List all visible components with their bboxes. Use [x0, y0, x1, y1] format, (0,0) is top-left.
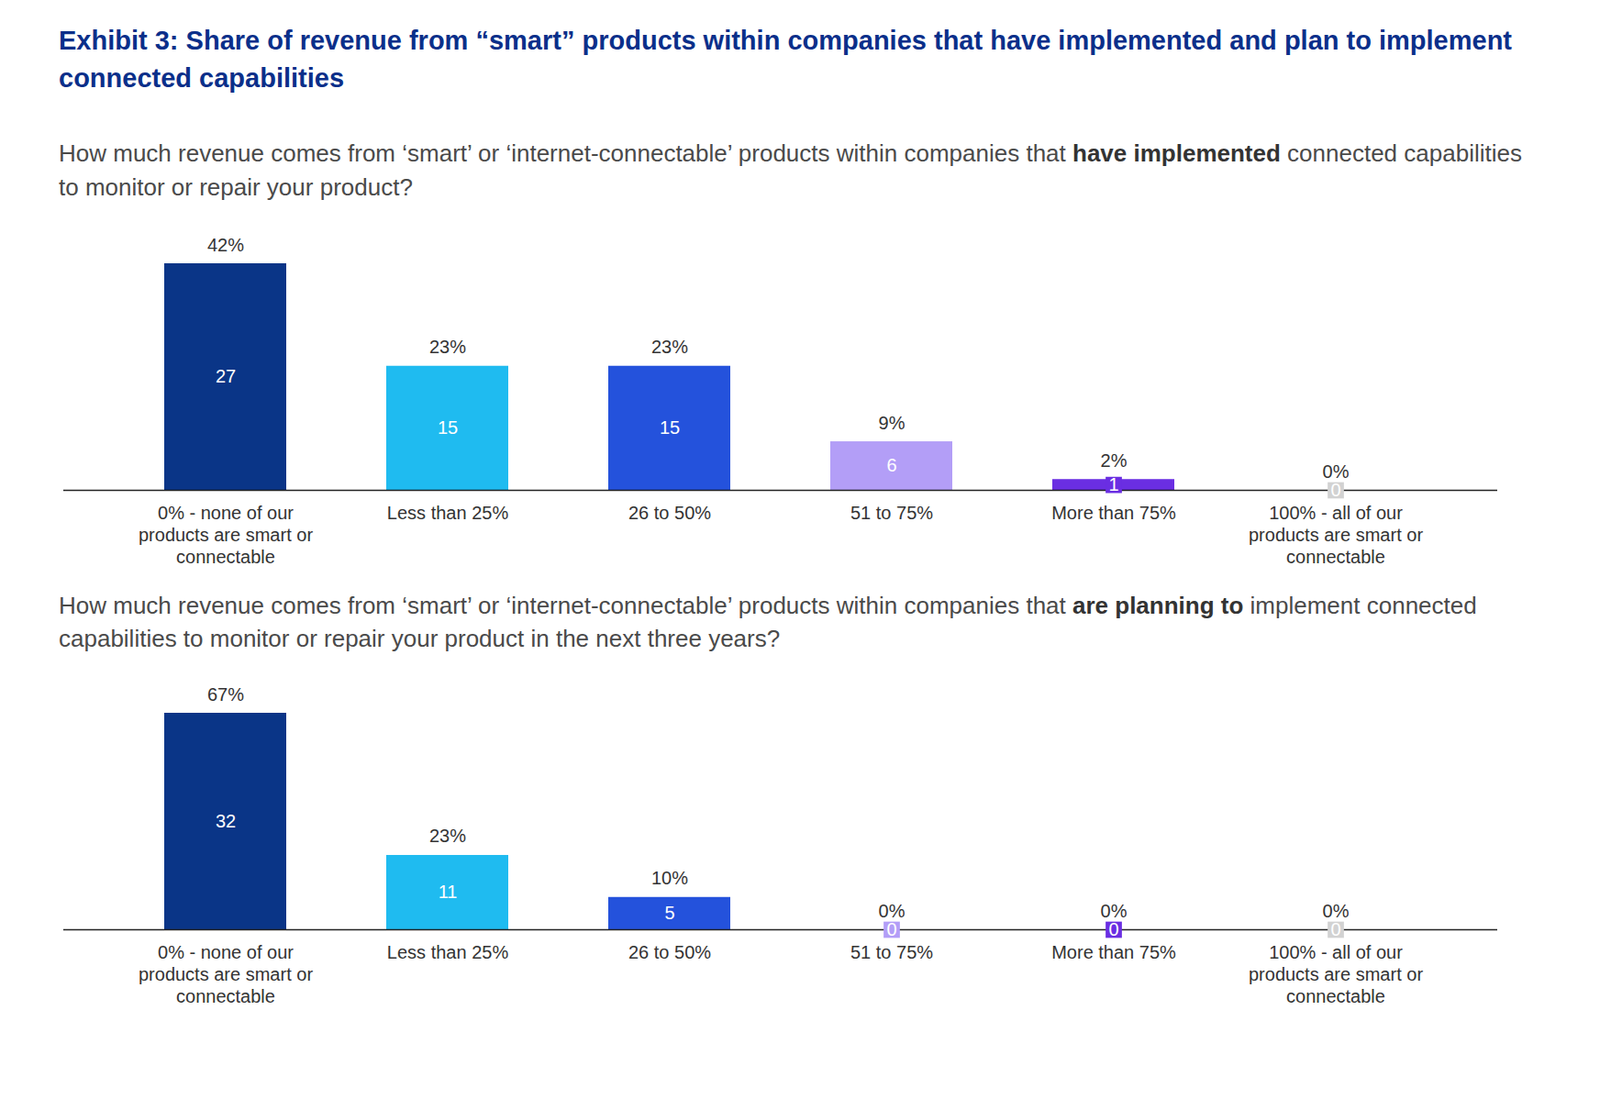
svg-text:51 to 75%: 51 to 75% [850, 941, 934, 962]
svg-text:Less than 25%: Less than 25% [387, 502, 510, 523]
svg-text:26 to 50%: 26 to 50% [628, 502, 712, 523]
svg-text:5: 5 [664, 902, 675, 923]
svg-text:More than 75%: More than 75% [1051, 941, 1177, 962]
svg-text:0: 0 [886, 919, 897, 940]
svg-text:0%: 0% [1322, 460, 1350, 481]
svg-text:100% - all of ourproducts are: 100% - all of ourproducts are smart orco… [1248, 941, 1423, 1006]
svg-text:15: 15 [659, 417, 680, 438]
svg-text:Less than 25%: Less than 25% [387, 941, 510, 962]
svg-text:23%: 23% [651, 336, 689, 357]
svg-text:1: 1 [1108, 474, 1119, 495]
svg-text:0: 0 [1108, 919, 1119, 940]
html-text:How much revenue comes from ‘s: How much revenue comes from ‘smart’ or ‘… [58, 591, 1477, 653]
svg-text:0% - none of ourproducts are s: 0% - none of ourproducts are smart orcon… [138, 502, 313, 567]
svg-text:32: 32 [215, 811, 236, 832]
svg-text:23%: 23% [429, 825, 467, 846]
html-text:Exhibit 3: Share of revenue fr: Exhibit 3: Share of revenue from “smart”… [58, 25, 1512, 93]
svg-text:100% - all of ourproducts are: 100% - all of ourproducts are smart orco… [1248, 502, 1423, 567]
svg-text:0: 0 [1330, 479, 1341, 500]
svg-text:23%: 23% [429, 336, 467, 357]
svg-text:11: 11 [438, 881, 458, 902]
svg-text:0%: 0% [1100, 900, 1128, 921]
svg-text:15: 15 [437, 417, 458, 438]
svg-text:9%: 9% [878, 412, 906, 434]
svg-text:0%: 0% [1322, 900, 1350, 921]
svg-text:0: 0 [1330, 919, 1341, 940]
html-text:How much revenue comes from ‘s: How much revenue comes from ‘smart’ or ‘… [58, 139, 1522, 201]
svg-text:0%: 0% [878, 900, 906, 921]
svg-text:0% - none of ourproducts are s: 0% - none of ourproducts are smart orcon… [138, 941, 313, 1006]
svg-text:67%: 67% [207, 683, 245, 704]
svg-text:6: 6 [886, 455, 897, 476]
svg-text:42%: 42% [207, 233, 245, 255]
svg-text:51 to 75%: 51 to 75% [850, 502, 934, 523]
svg-text:2%: 2% [1100, 450, 1128, 471]
svg-text:More than 75%: More than 75% [1051, 502, 1177, 523]
svg-text:10%: 10% [651, 867, 689, 889]
svg-text:27: 27 [215, 366, 236, 387]
svg-text:26 to 50%: 26 to 50% [628, 941, 712, 962]
